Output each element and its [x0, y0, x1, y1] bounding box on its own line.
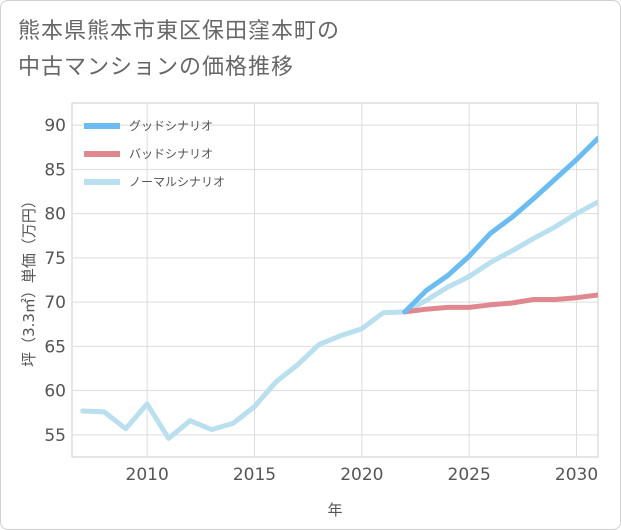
- plot-area: [71, 102, 599, 458]
- x-tick-label: 2025: [448, 465, 491, 485]
- y-tick-label: 90: [44, 116, 66, 136]
- legend-label: ノーマルシナリオ: [129, 175, 225, 189]
- y-tick-label: 75: [44, 249, 66, 269]
- title-line-1: 熊本県熊本市東区保田窪本町の: [18, 19, 341, 44]
- y-tick-label: 85: [44, 160, 66, 180]
- y-tick-label: 80: [44, 205, 66, 225]
- series-line-2: [80, 199, 598, 441]
- title-line-2: 中古マンションの価格推移: [18, 55, 295, 80]
- y-tick-label: 65: [44, 337, 66, 357]
- chart-title: 熊本県熊本市東区保田窪本町の 中古マンションの価格推移: [18, 14, 340, 86]
- x-axis-label: 年: [327, 501, 342, 519]
- y-axis-label: 坪（3.3㎡）単価（万円）: [20, 193, 38, 367]
- series-line-0: [402, 135, 598, 315]
- x-tick-label: 2030: [555, 465, 598, 485]
- series-line-1: [402, 292, 598, 315]
- legend-label: バッドシナリオ: [129, 147, 213, 161]
- x-tick-label: 2020: [340, 465, 383, 485]
- y-tick-label: 70: [44, 293, 66, 313]
- x-tick-label: 2010: [126, 465, 169, 485]
- y-tick-label: 60: [44, 382, 66, 402]
- x-tick-label: 2015: [233, 465, 276, 485]
- legend-label: グッドシナリオ: [129, 119, 213, 133]
- y-tick-label: 55: [44, 426, 66, 446]
